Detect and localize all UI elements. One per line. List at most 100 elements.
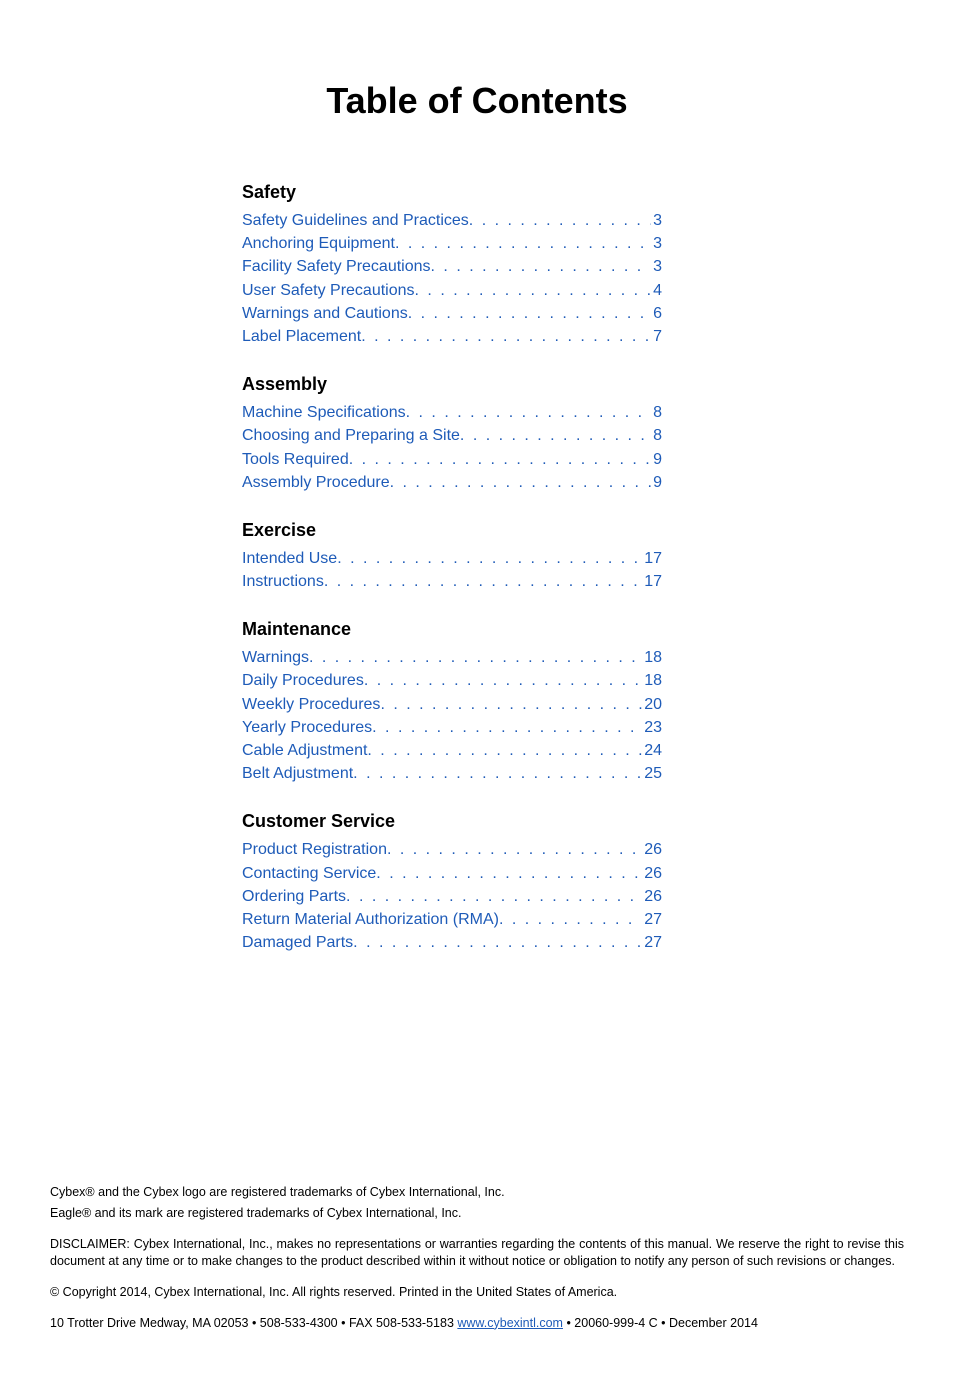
toc-entry-label: Return Material Authorization (RMA) [242, 908, 499, 931]
footer: Cybex® and the Cybex logo are registered… [50, 1184, 904, 1331]
toc-leader-dots [324, 570, 642, 593]
toc-entry-label: Facility Safety Precautions [242, 255, 431, 278]
toc-entry[interactable]: Assembly Procedure 9 [242, 471, 662, 494]
toc-entry-page: 9 [651, 448, 662, 471]
toc-entry-page: 3 [651, 232, 662, 255]
toc-entry-page: 26 [642, 885, 662, 908]
toc-entry-page: 23 [642, 716, 662, 739]
toc-entry-label: Choosing and Preparing a Site [242, 424, 460, 447]
toc-leader-dots [337, 547, 642, 570]
toc-entry-label: Anchoring Equipment [242, 232, 395, 255]
toc-entry[interactable]: Cable Adjustment 24 [242, 739, 662, 762]
contact-pre: 10 Trotter Drive Medway, MA 02053 • 508-… [50, 1316, 457, 1330]
toc-entry-page: 25 [642, 762, 662, 785]
toc-leader-dots [415, 279, 652, 302]
toc-entry[interactable]: Facility Safety Precautions 3 [242, 255, 662, 278]
toc-entry-page: 27 [642, 931, 662, 954]
toc-entry[interactable]: Tools Required9 [242, 448, 662, 471]
toc-entry-label: Machine Specifications [242, 401, 406, 424]
toc-entry-label: Weekly Procedures [242, 693, 380, 716]
toc-leader-dots [309, 646, 642, 669]
toc-entry-page: 18 [642, 646, 662, 669]
trademark-line-1: Cybex® and the Cybex logo are registered… [50, 1184, 904, 1201]
toc-entry[interactable]: Weekly Procedures 20 [242, 693, 662, 716]
toc-leader-dots [390, 471, 651, 494]
toc-entry-page: 20 [642, 693, 662, 716]
toc-leader-dots [406, 401, 651, 424]
toc-entry[interactable]: Choosing and Preparing a Site 8 [242, 424, 662, 447]
section-heading: Maintenance [242, 619, 662, 640]
toc-leader-dots [346, 885, 642, 908]
toc-leader-dots [408, 302, 651, 325]
toc-entry-page: 17 [642, 570, 662, 593]
toc-entry-page: 9 [651, 471, 662, 494]
section-heading: Safety [242, 182, 662, 203]
contact-post: • 20060-999-4 C • December 2014 [563, 1316, 758, 1330]
toc-entry[interactable]: Daily Procedures 18 [242, 669, 662, 692]
disclaimer-text: DISCLAIMER: Cybex International, Inc., m… [50, 1236, 904, 1270]
toc-entry[interactable]: Belt Adjustment 25 [242, 762, 662, 785]
section-heading: Assembly [242, 374, 662, 395]
toc-leader-dots [361, 325, 651, 348]
toc-entry-label: Assembly Procedure [242, 471, 390, 494]
toc-entry[interactable]: Yearly Procedures 23 [242, 716, 662, 739]
page-title: Table of Contents [50, 80, 904, 122]
toc-entry-page: 26 [642, 862, 662, 885]
toc-entry[interactable]: Intended Use 17 [242, 547, 662, 570]
toc-entry[interactable]: Label Placement7 [242, 325, 662, 348]
toc-entry-page: 17 [642, 547, 662, 570]
toc-leader-dots [364, 669, 642, 692]
contact-line: 10 Trotter Drive Medway, MA 02053 • 508-… [50, 1315, 904, 1332]
toc-entry[interactable]: Damaged Parts 27 [242, 931, 662, 954]
toc-entry-label: Contacting Service [242, 862, 376, 885]
toc-entry[interactable]: Return Material Authorization (RMA) 27 [242, 908, 662, 931]
toc-leader-dots [367, 739, 642, 762]
toc-entry-label: Instructions [242, 570, 324, 593]
copyright-line: © Copyright 2014, Cybex International, I… [50, 1284, 904, 1301]
toc-entry-page: 3 [651, 209, 662, 232]
toc-entry[interactable]: Machine Specifications8 [242, 401, 662, 424]
toc-entry-page: 24 [642, 739, 662, 762]
toc-entry[interactable]: Contacting Service 26 [242, 862, 662, 885]
trademark-line-2: Eagle® and its mark are registered trade… [50, 1205, 904, 1222]
section-heading: Customer Service [242, 811, 662, 832]
toc-leader-dots [349, 448, 651, 471]
toc-entry-page: 26 [642, 838, 662, 861]
toc-leader-dots [376, 862, 642, 885]
toc-entry-page: 8 [651, 424, 662, 447]
toc-entry[interactable]: Warnings 18 [242, 646, 662, 669]
toc-entry-label: Warnings and Cautions [242, 302, 408, 325]
toc-entry-label: Product Registration [242, 838, 387, 861]
toc-entry[interactable]: Ordering Parts26 [242, 885, 662, 908]
toc-leader-dots [499, 908, 642, 931]
toc-entry-page: 7 [651, 325, 662, 348]
toc-entry[interactable]: Product Registration 26 [242, 838, 662, 861]
toc-entry[interactable]: User Safety Precautions4 [242, 279, 662, 302]
toc-entry-label: Yearly Procedures [242, 716, 372, 739]
toc-entry-page: 27 [642, 908, 662, 931]
toc-leader-dots [372, 716, 642, 739]
toc-entry[interactable]: Instructions 17 [242, 570, 662, 593]
section-heading: Exercise [242, 520, 662, 541]
toc-entry-page: 18 [642, 669, 662, 692]
toc-entry-label: Belt Adjustment [242, 762, 353, 785]
toc-entry-label: Intended Use [242, 547, 337, 570]
toc-container: Safety Safety Guidelines and Practices3An… [242, 182, 662, 954]
toc-entry-label: Cable Adjustment [242, 739, 367, 762]
toc-entry[interactable]: Warnings and Cautions 6 [242, 302, 662, 325]
website-link[interactable]: www.cybexintl.com [457, 1316, 563, 1330]
toc-leader-dots [460, 424, 651, 447]
toc-leader-dots [380, 693, 642, 716]
toc-leader-dots [395, 232, 651, 255]
toc-entry[interactable]: Safety Guidelines and Practices3 [242, 209, 662, 232]
toc-entry-page: 6 [651, 302, 662, 325]
toc-entry-label: User Safety Precautions [242, 279, 415, 302]
toc-entry-label: Warnings [242, 646, 309, 669]
toc-leader-dots [353, 762, 642, 785]
toc-leader-dots [431, 255, 652, 278]
toc-leader-dots [469, 209, 651, 232]
toc-entry-label: Daily Procedures [242, 669, 364, 692]
toc-entry[interactable]: Anchoring Equipment 3 [242, 232, 662, 255]
toc-entry-label: Damaged Parts [242, 931, 353, 954]
toc-entry-page: 3 [651, 255, 662, 278]
